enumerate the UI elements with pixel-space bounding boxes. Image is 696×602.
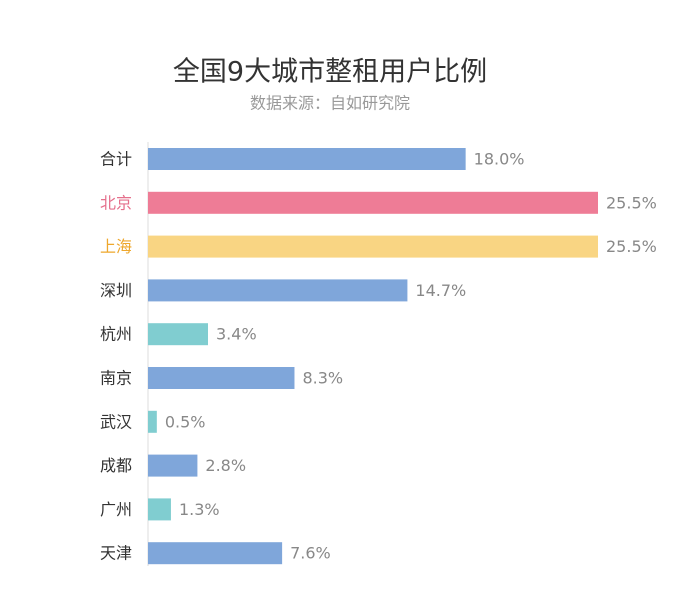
- bar: [148, 148, 466, 170]
- category-label: 北京: [100, 193, 132, 212]
- bar: [148, 191, 598, 214]
- value-label: 7.6%: [290, 544, 331, 563]
- bar: [148, 235, 598, 258]
- category-label: 深圳: [100, 281, 132, 300]
- bar: [148, 323, 208, 346]
- bar: [148, 410, 157, 433]
- category-label: 武汉: [100, 412, 132, 431]
- value-label: 18.0%: [474, 150, 525, 169]
- bar: [148, 454, 198, 477]
- category-label: 上海: [100, 237, 132, 256]
- chart-subtitle: 数据来源：自如研究院: [250, 94, 410, 113]
- value-label: 0.5%: [165, 412, 206, 431]
- value-label: 1.3%: [179, 500, 220, 519]
- bar: [148, 279, 408, 302]
- chart-title: 全国9大城市整租用户比例: [173, 57, 487, 88]
- category-label: 成都: [100, 456, 132, 475]
- value-label: 25.5%: [606, 193, 657, 212]
- value-label: 3.4%: [216, 325, 257, 344]
- bar: [148, 498, 171, 521]
- category-label: 杭州: [100, 325, 132, 344]
- category-label: 合计: [100, 150, 132, 169]
- value-label: 8.3%: [302, 369, 343, 388]
- category-label: 南京: [100, 369, 132, 388]
- value-label: 2.8%: [205, 456, 246, 475]
- bar: [148, 367, 295, 389]
- category-label: 天津: [100, 544, 132, 563]
- bar: [148, 542, 283, 565]
- value-label: 25.5%: [606, 237, 657, 256]
- value-label: 14.7%: [415, 281, 466, 300]
- category-label: 广州: [100, 500, 132, 519]
